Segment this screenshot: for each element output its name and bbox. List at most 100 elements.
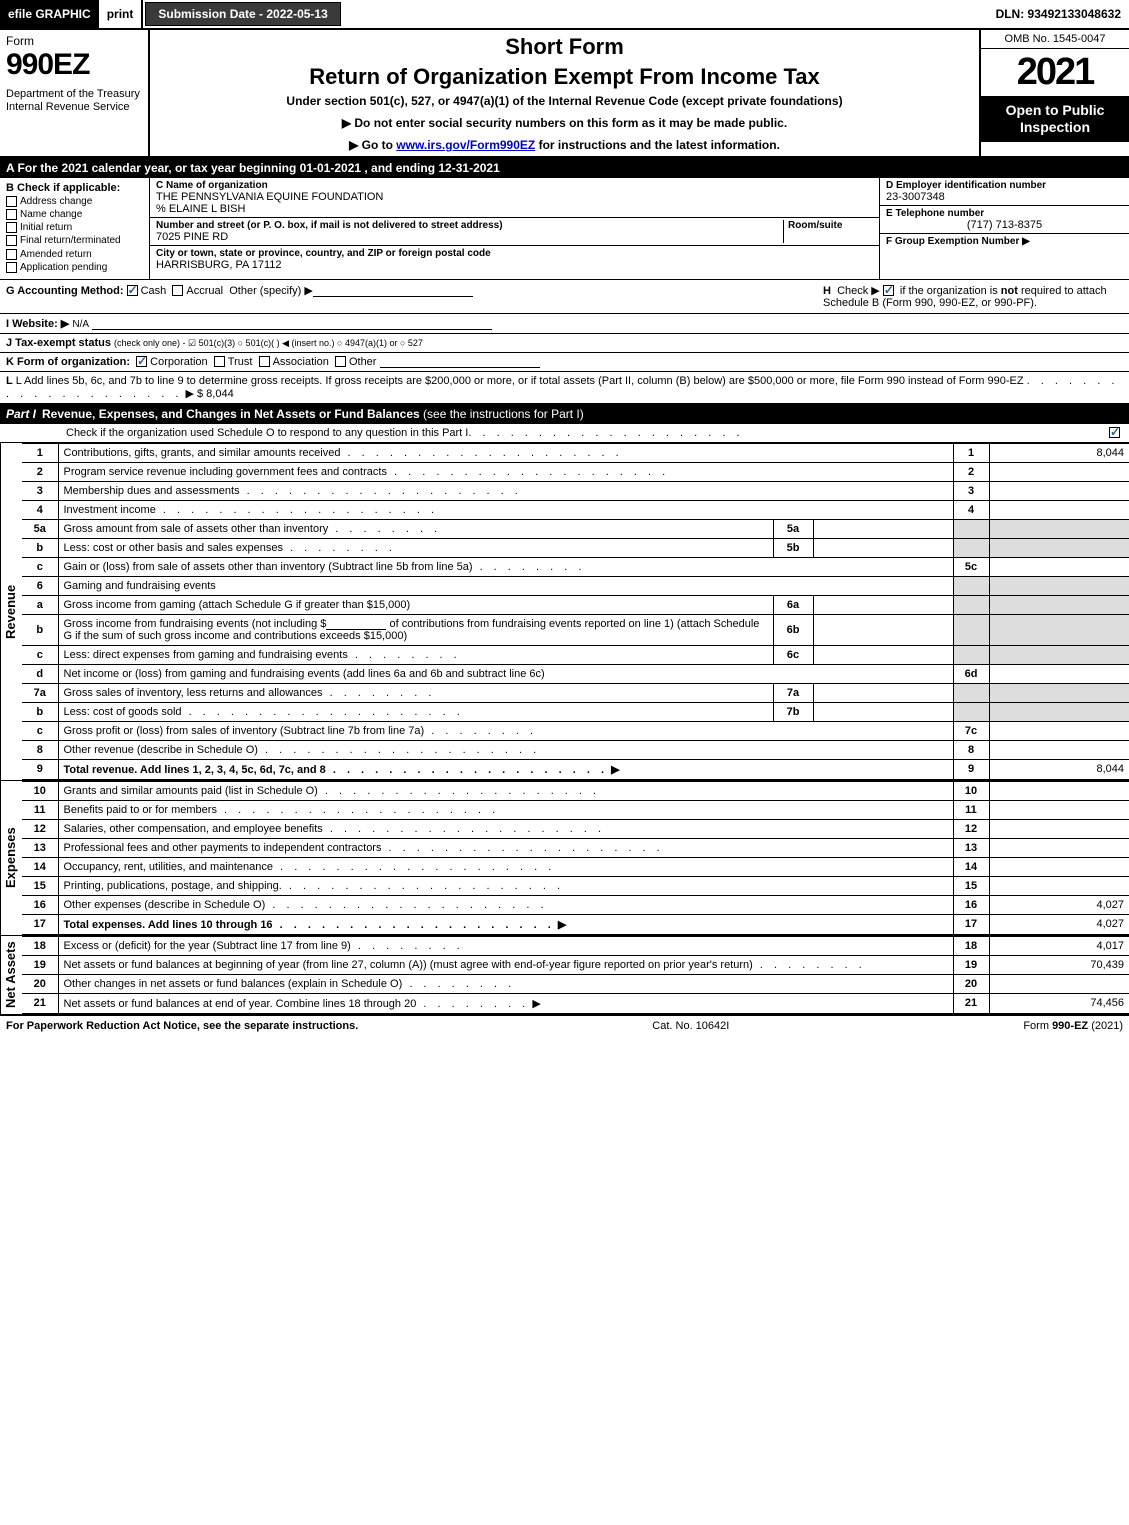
trust-label: Trust <box>228 356 253 368</box>
check-final-return[interactable]: Final return/terminated <box>6 235 143 246</box>
j-label: J Tax-exempt status <box>6 337 111 349</box>
check-application-pending[interactable]: Application pending <box>6 262 143 273</box>
l-text: L Add lines 5b, 6c, and 7b to line 9 to … <box>16 375 1024 387</box>
expenses-section: Expenses 10 Grants and similar amounts p… <box>0 780 1129 935</box>
line-7c: c Gross profit or (loss) from sales of i… <box>22 721 1129 740</box>
form-title: Return of Organization Exempt From Incom… <box>158 64 971 90</box>
part1-label: Part I <box>6 407 42 421</box>
org-name-label: C Name of organization <box>156 180 873 191</box>
check-corporation[interactable] <box>136 356 147 367</box>
dln-label: DLN: 93492133048632 <box>988 0 1129 28</box>
org-name-row: C Name of organization THE PENNSYLVANIA … <box>150 178 879 218</box>
org-name: THE PENNSYLVANIA EQUINE FOUNDATION <box>156 191 873 203</box>
omb-number: OMB No. 1545-0047 <box>981 30 1129 49</box>
line-16: 16 Other expenses (describe in Schedule … <box>22 895 1129 914</box>
line-14: 14 Occupancy, rent, utilities, and maint… <box>22 857 1129 876</box>
website-underline <box>92 318 492 330</box>
note-link-prefix: ▶ Go to <box>349 138 396 152</box>
revenue-side-label: Revenue <box>0 443 22 780</box>
line-19: 19 Net assets or fund balances at beginn… <box>22 955 1129 974</box>
check-other-org[interactable] <box>335 356 346 367</box>
city-label: City or town, state or province, country… <box>156 248 873 259</box>
phone-label: E Telephone number <box>886 208 1123 219</box>
section-c: C Name of organization THE PENNSYLVANIA … <box>150 178 879 279</box>
section-a: A For the 2021 calendar year, or tax yea… <box>0 158 1129 178</box>
street-row: Number and street (or P. O. box, if mail… <box>150 218 879 246</box>
street-label: Number and street (or P. O. box, if mail… <box>156 220 783 231</box>
line-6: 6 Gaming and fundraising events <box>22 576 1129 595</box>
corp-label: Corporation <box>150 356 207 368</box>
section-f: F Group Exemption Number ▶ <box>880 234 1129 249</box>
header-right: OMB No. 1545-0047 2021 Open to Public In… <box>979 30 1129 156</box>
ein-label: D Employer identification number <box>886 180 1123 191</box>
check-schedule-b[interactable] <box>883 285 894 296</box>
line-17: 17 Total expenses. Add lines 10 through … <box>22 914 1129 934</box>
city-row: City or town, state or province, country… <box>150 246 879 273</box>
line-21: 21 Net assets or fund balances at end of… <box>22 993 1129 1013</box>
short-form-title: Short Form <box>158 34 971 60</box>
topbar-spacer <box>343 0 988 28</box>
net-assets-side-label: Net Assets <box>0 936 22 1014</box>
section-k: K Form of organization: Corporation Trus… <box>0 353 1129 372</box>
top-bar: efile GRAPHIC print Submission Date - 20… <box>0 0 1129 30</box>
section-def: D Employer identification number 23-3007… <box>879 178 1129 279</box>
submission-date: Submission Date - 2022-05-13 <box>145 2 340 26</box>
line-5c: c Gain or (loss) from sale of assets oth… <box>22 557 1129 576</box>
check-name-change[interactable]: Name change <box>6 209 143 220</box>
check-cash[interactable] <box>127 285 138 296</box>
line-7b: b Less: cost of goods sold . . . . . . .… <box>22 702 1129 721</box>
other-org-blank[interactable] <box>380 356 540 368</box>
line-8: 8 Other revenue (describe in Schedule O)… <box>22 740 1129 759</box>
l-amount-prefix: ▶ $ <box>185 388 206 400</box>
note-ssn: ▶ Do not enter social security numbers o… <box>158 116 971 130</box>
form-word: Form <box>6 34 142 48</box>
check-schedule-o[interactable] <box>1109 427 1120 438</box>
other-blank[interactable] <box>313 285 473 297</box>
street-value: 7025 PINE RD <box>156 231 783 243</box>
header-left: Form 990EZ Department of the Treasury In… <box>0 30 150 156</box>
note-link-suffix: for instructions and the latest informat… <box>535 138 780 152</box>
line-6d: d Net income or (loss) from gaming and f… <box>22 664 1129 683</box>
section-i: I Website: ▶ N/A <box>0 314 1129 334</box>
cash-label: Cash <box>141 285 167 297</box>
header-center: Short Form Return of Organization Exempt… <box>150 30 979 156</box>
footer-center: Cat. No. 10642I <box>652 1020 729 1032</box>
irs-link[interactable]: www.irs.gov/Form990EZ <box>396 138 535 152</box>
check-initial-return[interactable]: Initial return <box>6 222 143 233</box>
check-amended-return[interactable]: Amended return <box>6 249 143 260</box>
footer-left: For Paperwork Reduction Act Notice, see … <box>6 1020 358 1032</box>
line-13: 13 Professional fees and other payments … <box>22 838 1129 857</box>
inspection-label: Open to Public Inspection <box>981 96 1129 142</box>
check-accrual[interactable] <box>172 285 183 296</box>
section-e: E Telephone number (717) 713-8375 <box>880 206 1129 234</box>
check-trust[interactable] <box>214 356 225 367</box>
section-b: B Check if applicable: Address change Na… <box>0 178 150 279</box>
page-footer: For Paperwork Reduction Act Notice, see … <box>0 1014 1129 1036</box>
check-association[interactable] <box>259 356 270 367</box>
form-header: Form 990EZ Department of the Treasury In… <box>0 30 1129 158</box>
expenses-table: 10 Grants and similar amounts paid (list… <box>22 781 1129 935</box>
care-of: % ELAINE L BISH <box>156 203 873 215</box>
website-label: I Website: ▶ <box>6 318 69 330</box>
revenue-table: 1 Contributions, gifts, grants, and simi… <box>22 443 1129 780</box>
l-amount: 8,044 <box>206 388 234 400</box>
efile-label: efile GRAPHIC <box>0 0 99 28</box>
g-label: G Accounting Method: <box>6 285 124 297</box>
line-6c: c Less: direct expenses from gaming and … <box>22 645 1129 664</box>
line-10: 10 Grants and similar amounts paid (list… <box>22 781 1129 800</box>
part1-title-paren: (see the instructions for Part I) <box>423 407 584 421</box>
section-j: J Tax-exempt status (check only one) - ☑… <box>0 334 1129 353</box>
schedule-o-dots: . . . . . . . . . . . . . . . . . . . . <box>468 427 1103 439</box>
tax-year: 2021 <box>981 49 1129 96</box>
line-6b: b Gross income from fundraising events (… <box>22 614 1129 645</box>
section-h: H Check ▶ if the organization is not req… <box>823 284 1123 309</box>
assoc-label: Association <box>273 356 329 368</box>
k-label: K Form of organization: <box>6 356 130 368</box>
line-15: 15 Printing, publications, postage, and … <box>22 876 1129 895</box>
print-button[interactable]: print <box>99 0 144 28</box>
check-address-change[interactable]: Address change <box>6 196 143 207</box>
line-3: 3 Membership dues and assessments . . . … <box>22 481 1129 500</box>
section-gh: G Accounting Method: Cash Accrual Other … <box>0 280 1129 314</box>
part1-title: Revenue, Expenses, and Changes in Net As… <box>42 407 1123 421</box>
room-label: Room/suite <box>788 220 873 231</box>
